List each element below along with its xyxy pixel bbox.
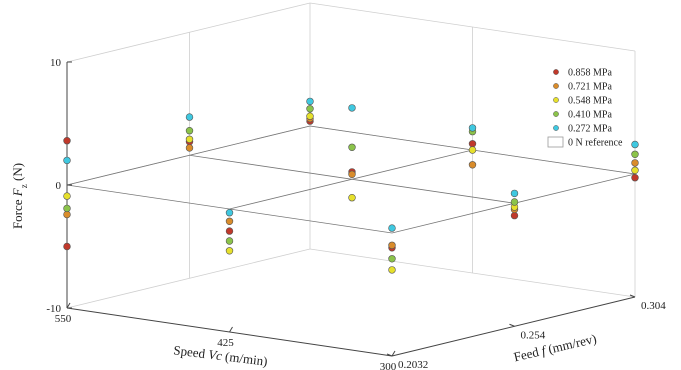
feed-tick-mark xyxy=(629,294,636,298)
data-point xyxy=(185,144,194,152)
feed-tick-label: 0.2032 xyxy=(398,359,428,370)
z-tick-label: 0 xyxy=(56,180,62,192)
legend-marker xyxy=(553,111,559,117)
chart-box-group xyxy=(66,2,636,309)
data-point xyxy=(306,97,314,106)
data-point xyxy=(510,211,519,220)
data-point xyxy=(510,198,519,206)
speed-tick-mark xyxy=(391,350,396,357)
legend-label: 0.410 MPa xyxy=(568,110,612,121)
data-point xyxy=(631,174,639,182)
legend-label: 0.721 MPa xyxy=(568,82,612,93)
data-point xyxy=(348,104,356,112)
z-axis-subscript: z xyxy=(19,184,29,188)
legend-marker xyxy=(553,97,559,103)
feed-tick-mark xyxy=(386,353,393,357)
legend-label: 0.548 MPa xyxy=(568,96,612,107)
data-point xyxy=(468,124,477,132)
data-point xyxy=(225,227,234,235)
data-point xyxy=(63,242,71,251)
data-point xyxy=(225,217,234,226)
data-point xyxy=(388,255,396,263)
data-point xyxy=(348,143,356,152)
speed-tick-mark xyxy=(66,302,71,309)
data-point xyxy=(510,189,519,198)
z-tick-label: 10 xyxy=(50,57,62,69)
feed-tick-label: 0.254 xyxy=(520,329,545,341)
data-point xyxy=(631,150,639,159)
data-point xyxy=(225,247,234,255)
legend-label: 0.272 MPa xyxy=(568,124,612,135)
speed-tick-label: 425 xyxy=(217,337,234,349)
box-top-left-line xyxy=(66,2,311,63)
data-point xyxy=(63,204,71,213)
legend-marker xyxy=(553,83,559,89)
legend-label: 0.858 MPa xyxy=(568,68,612,79)
legend-marker xyxy=(553,125,559,131)
legend-marker xyxy=(553,69,559,75)
data-point xyxy=(63,210,71,219)
data-point xyxy=(631,166,639,175)
data-point xyxy=(348,170,356,179)
data-point xyxy=(63,137,71,145)
z-axis-var: F xyxy=(10,187,25,197)
data-point xyxy=(348,194,356,202)
data-point xyxy=(185,135,194,144)
data-point xyxy=(63,156,71,165)
reference-plane-mid-feed xyxy=(189,154,515,204)
speed-tick-label: 300 xyxy=(380,361,397,370)
feed-tick-label: 0.304 xyxy=(641,300,666,312)
z-axis-title: Force Fz (N) xyxy=(10,163,29,229)
data-point xyxy=(225,237,234,245)
data-point xyxy=(388,224,396,232)
data-point xyxy=(388,241,396,250)
data-point xyxy=(468,146,477,154)
axis-labels-group: Force Fz (N)Speed Vc (m/min) Feed f (mm/r… xyxy=(10,163,598,369)
data-point xyxy=(388,266,396,274)
legend-reference-label: 0 N reference xyxy=(568,138,623,149)
box-floor-left-line xyxy=(66,248,311,309)
speed-tick-mark xyxy=(229,326,233,333)
data-point xyxy=(185,126,194,135)
data-points-group xyxy=(63,97,639,274)
legend-reference-swatch xyxy=(547,136,564,148)
speed-tick-label: 550 xyxy=(55,313,72,325)
data-point xyxy=(306,105,314,113)
data-point xyxy=(225,209,234,217)
data-point xyxy=(468,140,477,148)
data-point xyxy=(306,112,314,120)
legend: 0.858 MPa 0.721 MPa 0.548 MPa 0.410 MPa 0.27… xyxy=(547,68,623,149)
data-point xyxy=(631,159,639,167)
data-point xyxy=(63,192,71,200)
speed-axis-var: Vc xyxy=(207,347,223,364)
feed-axis-var: f xyxy=(540,342,549,358)
z-tick-label: -10 xyxy=(46,303,61,315)
data-point xyxy=(468,161,477,169)
data-point xyxy=(631,140,639,149)
data-point xyxy=(185,113,194,121)
feed-axis-line xyxy=(391,296,636,357)
feed-tick-mark xyxy=(509,323,515,327)
